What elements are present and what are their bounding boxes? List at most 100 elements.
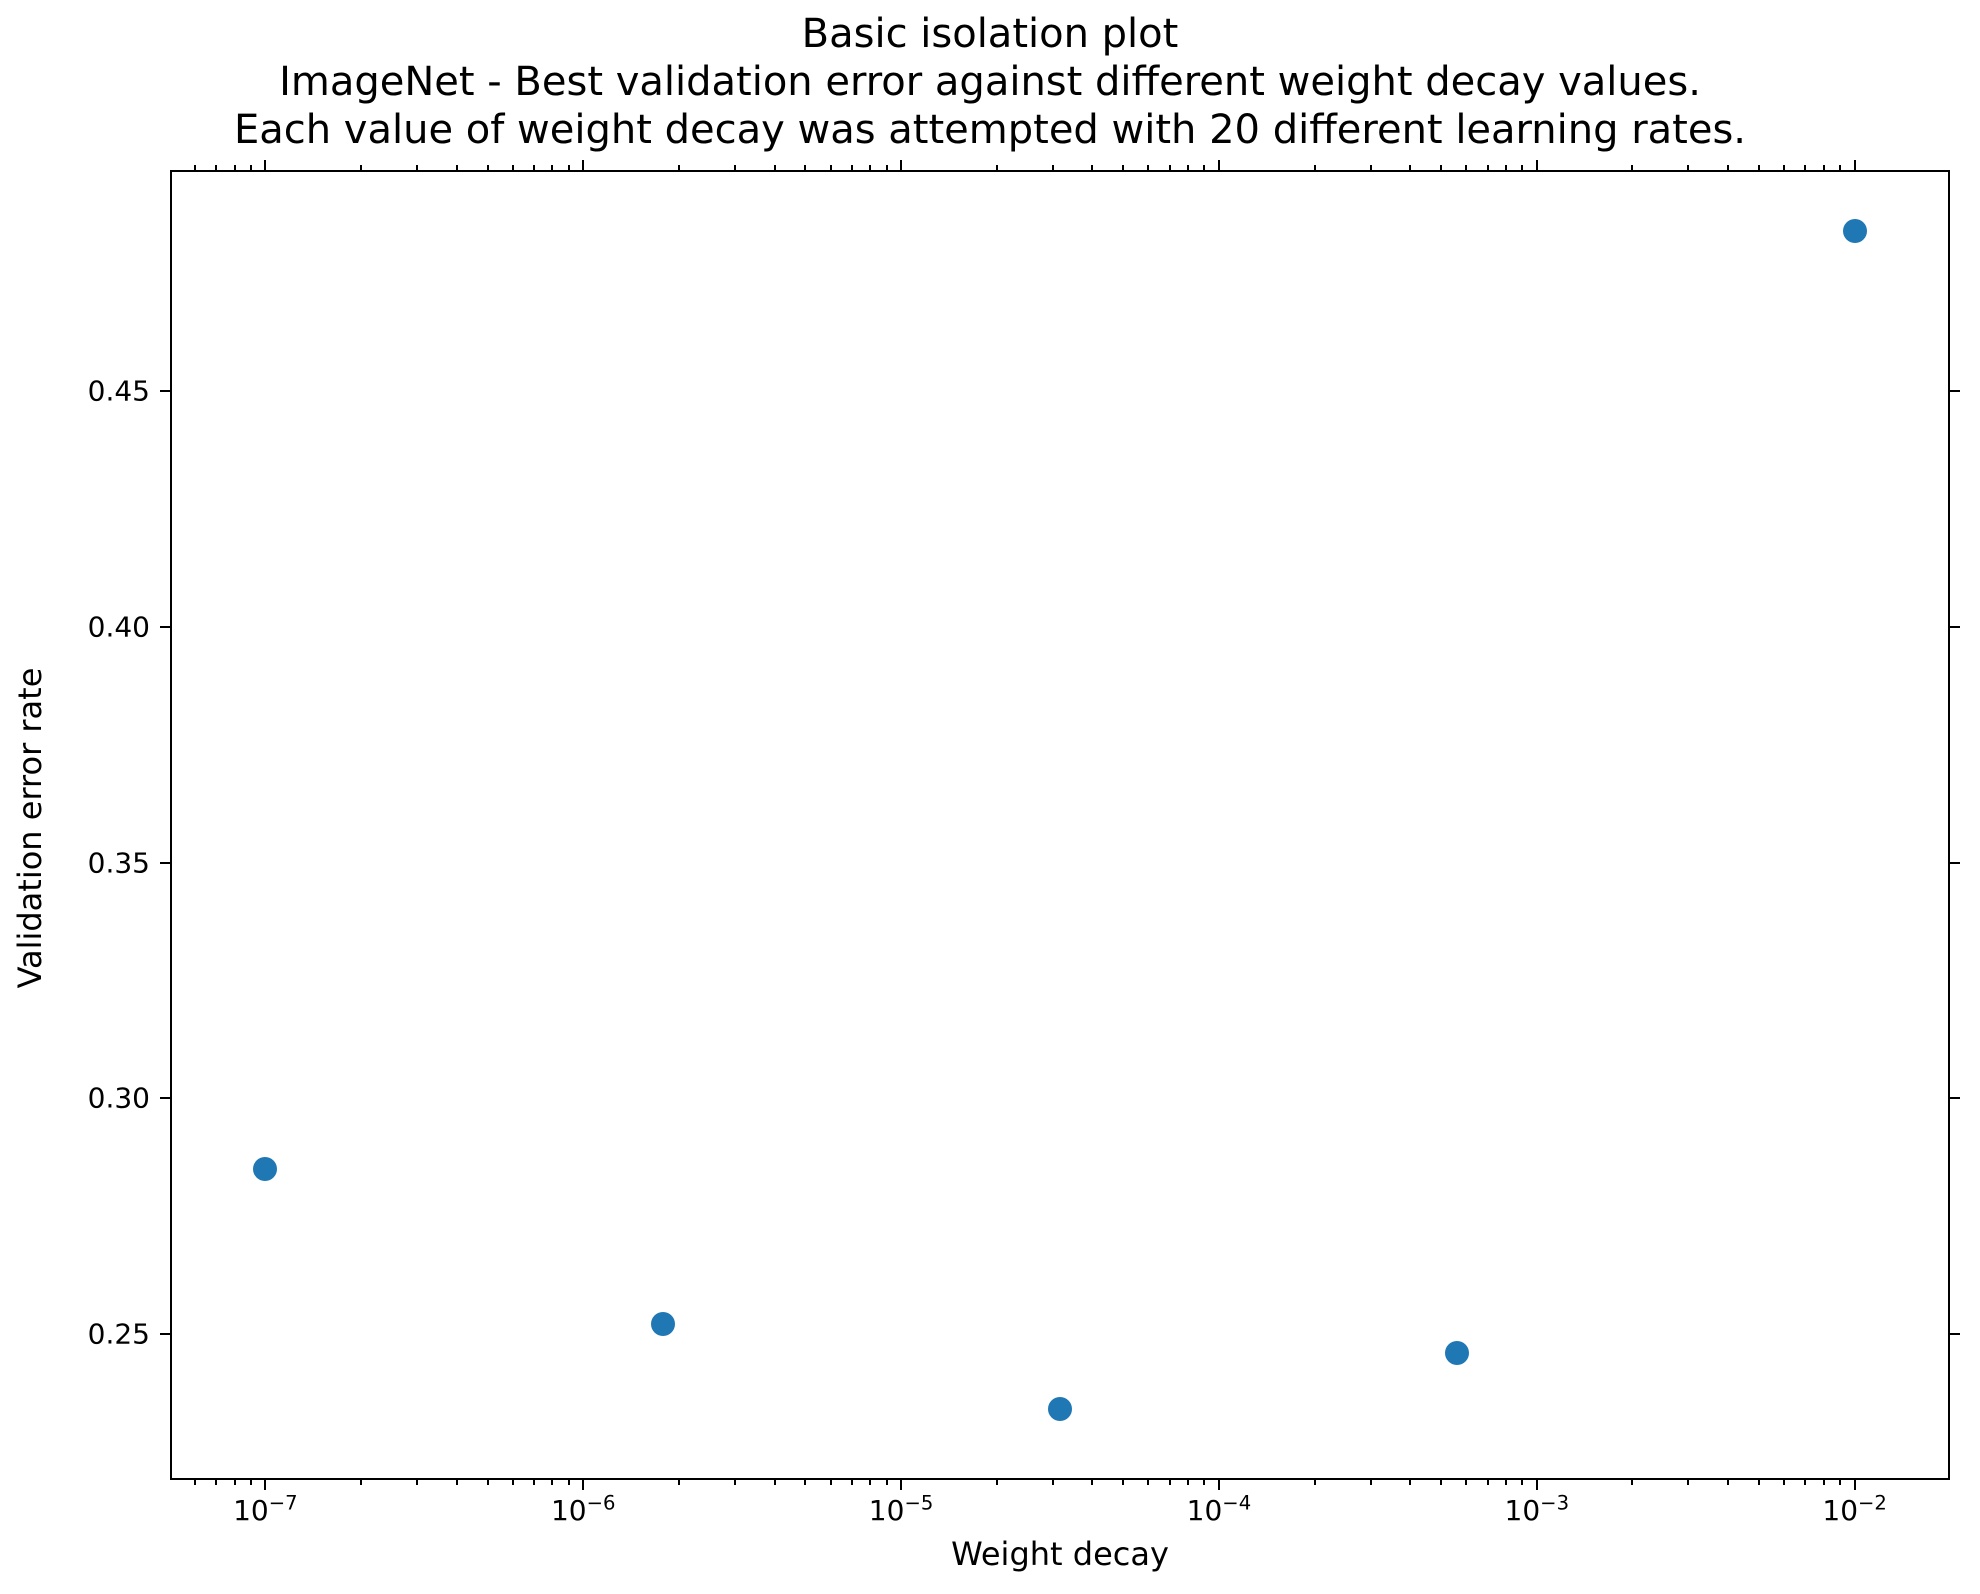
x-minor-tick-mark — [1521, 1480, 1523, 1485]
y-tick-mark — [1950, 1333, 1960, 1335]
x-minor-tick-mark — [1521, 165, 1523, 170]
x-minor-tick-mark — [851, 165, 853, 170]
x-minor-tick-mark — [416, 165, 418, 170]
y-tick-label: 0.25 — [70, 1317, 150, 1350]
x-minor-tick-mark — [1631, 165, 1633, 170]
x-minor-tick-mark — [487, 165, 489, 170]
x-minor-tick-mark — [1727, 165, 1729, 170]
x-minor-tick-mark — [1487, 1480, 1489, 1485]
data-point — [1843, 219, 1867, 243]
x-tick-mark — [264, 1480, 266, 1490]
x-minor-tick-mark — [1147, 165, 1149, 170]
x-minor-tick-mark — [533, 165, 535, 170]
x-minor-tick-mark — [1409, 1480, 1411, 1485]
x-minor-tick-mark — [487, 1480, 489, 1485]
x-minor-tick-mark — [1823, 1480, 1825, 1485]
x-minor-tick-mark — [1169, 165, 1171, 170]
x-minor-tick-mark — [1122, 165, 1124, 170]
x-minor-tick-mark — [1440, 165, 1442, 170]
y-tick-mark — [160, 862, 170, 864]
chart-title-line3: Each value of weight decay was attempted… — [0, 106, 1980, 154]
x-tick-mark — [1218, 160, 1220, 170]
x-tick-mark — [582, 1480, 584, 1490]
chart-title: Basic isolation plot ImageNet - Best val… — [0, 10, 1980, 154]
x-minor-tick-mark — [1465, 165, 1467, 170]
y-tick-mark — [1950, 1097, 1960, 1099]
x-minor-tick-mark — [234, 165, 236, 170]
x-minor-tick-mark — [1823, 165, 1825, 170]
x-minor-tick-mark — [830, 165, 832, 170]
x-minor-tick-mark — [1783, 1480, 1785, 1485]
x-minor-tick-mark — [1203, 1480, 1205, 1485]
x-minor-tick-mark — [1783, 165, 1785, 170]
y-axis-label: Validation error rate — [11, 173, 49, 1483]
x-tick-mark — [900, 1480, 902, 1490]
data-point — [253, 1157, 277, 1181]
y-tick-mark — [1950, 626, 1960, 628]
x-minor-tick-mark — [512, 1480, 514, 1485]
x-minor-tick-mark — [1839, 1480, 1841, 1485]
x-minor-tick-mark — [1758, 1480, 1760, 1485]
x-minor-tick-mark — [1370, 1480, 1372, 1485]
x-minor-tick-mark — [568, 165, 570, 170]
y-tick-mark — [160, 626, 170, 628]
x-minor-tick-mark — [734, 165, 736, 170]
x-minor-tick-mark — [234, 1480, 236, 1485]
x-minor-tick-mark — [1203, 165, 1205, 170]
x-tick-mark — [1854, 1480, 1856, 1490]
x-tick-label: 10−6 — [551, 1494, 616, 1527]
x-minor-tick-mark — [1187, 165, 1189, 170]
x-minor-tick-mark — [734, 1480, 736, 1485]
y-tick-mark — [1950, 390, 1960, 392]
x-minor-tick-mark — [416, 1480, 418, 1485]
figure: Basic isolation plot ImageNet - Best val… — [0, 0, 1980, 1594]
x-minor-tick-mark — [1804, 1480, 1806, 1485]
x-minor-tick-mark — [194, 165, 196, 170]
x-tick-label: 10−4 — [1187, 1494, 1252, 1527]
x-minor-tick-mark — [1804, 165, 1806, 170]
x-tick-mark — [1854, 160, 1856, 170]
y-tick-mark — [160, 1333, 170, 1335]
data-point — [1048, 1397, 1072, 1421]
x-minor-tick-mark — [1409, 165, 1411, 170]
x-minor-tick-mark — [869, 1480, 871, 1485]
y-tick-label: 0.30 — [70, 1082, 150, 1115]
x-minor-tick-mark — [360, 1480, 362, 1485]
y-tick-label: 0.35 — [70, 846, 150, 879]
x-minor-tick-mark — [250, 1480, 252, 1485]
x-minor-tick-mark — [830, 1480, 832, 1485]
x-minor-tick-mark — [886, 1480, 888, 1485]
x-tick-mark — [1218, 1480, 1220, 1490]
x-tick-mark — [264, 160, 266, 170]
y-tick-mark — [160, 1097, 170, 1099]
x-tick-mark — [1536, 1480, 1538, 1490]
x-minor-tick-mark — [1440, 1480, 1442, 1485]
x-axis-label: Weight decay — [170, 1535, 1950, 1573]
x-minor-tick-mark — [551, 1480, 553, 1485]
x-minor-tick-mark — [215, 1480, 217, 1485]
x-tick-mark — [1536, 160, 1538, 170]
plot-area — [170, 170, 1950, 1480]
x-tick-label: 10−3 — [1505, 1494, 1570, 1527]
x-tick-mark — [582, 160, 584, 170]
x-tick-mark — [900, 160, 902, 170]
x-minor-tick-mark — [215, 165, 217, 170]
x-minor-tick-mark — [996, 1480, 998, 1485]
y-tick-mark — [160, 390, 170, 392]
chart-title-line2: ImageNet - Best validation error against… — [0, 58, 1980, 106]
x-minor-tick-mark — [774, 1480, 776, 1485]
y-tick-label: 0.45 — [70, 375, 150, 408]
x-minor-tick-mark — [1687, 165, 1689, 170]
x-minor-tick-mark — [1187, 1480, 1189, 1485]
data-point — [651, 1312, 675, 1336]
x-minor-tick-mark — [1314, 1480, 1316, 1485]
x-minor-tick-mark — [851, 1480, 853, 1485]
x-minor-tick-mark — [804, 165, 806, 170]
y-tick-label: 0.40 — [70, 611, 150, 644]
x-minor-tick-mark — [551, 165, 553, 170]
x-minor-tick-mark — [194, 1480, 196, 1485]
x-minor-tick-mark — [1758, 165, 1760, 170]
x-minor-tick-mark — [1727, 1480, 1729, 1485]
x-tick-label: 10−7 — [233, 1494, 298, 1527]
x-minor-tick-mark — [804, 1480, 806, 1485]
